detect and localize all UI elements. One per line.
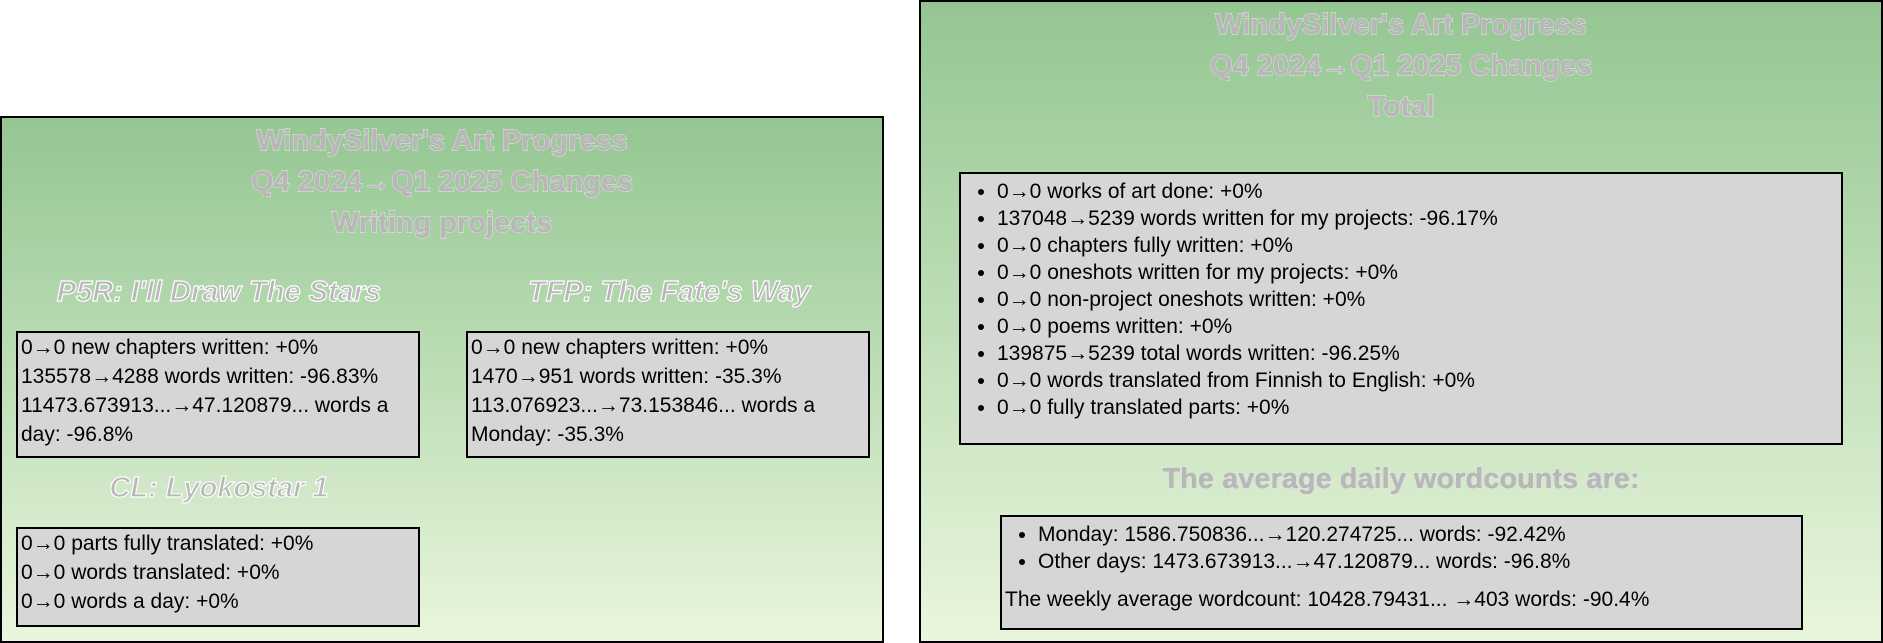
stat-line: 0→0 new chapters written: +0% — [471, 336, 769, 359]
weekly-line: The weekly average wordcount: 10428.7943… — [1005, 588, 1650, 611]
stat-line: 0→0 words a day: +0% — [21, 590, 239, 613]
total-item: 0→0 words translated from Finnish to Eng… — [997, 367, 1841, 394]
total-item: 0→0 chapters fully written: +0% — [997, 232, 1841, 259]
stat-line: 11473.673913...→47.120879... words a day… — [21, 394, 389, 446]
averages-box: Monday: 1586.750836...→120.274725... wor… — [1000, 515, 1803, 630]
stat-line: 135578→4288 words written: -96.83% — [21, 365, 379, 388]
totals-box: 0→0 works of art done: +0%137048→5239 wo… — [959, 172, 1843, 445]
title-line: Total — [1367, 90, 1435, 123]
stat-line: 0→0 words translated: +0% — [21, 561, 280, 584]
stat-line: 1470→951 words written: -35.3% — [471, 365, 782, 388]
right-title: WindySilver's Art Progress Q4 2024→Q1 20… — [921, 5, 1881, 128]
left-title: WindySilver's Art Progress Q4 2024→Q1 20… — [2, 121, 882, 244]
project-heading: P5R: I'll Draw The Stars — [56, 275, 382, 308]
total-item: 139875→5239 total words written: -96.25% — [997, 340, 1841, 367]
title-line: Q4 2024→Q1 2025 Changes — [1209, 49, 1593, 82]
right-panel: WindySilver's Art Progress Q4 2024→Q1 20… — [919, 0, 1883, 643]
title-line: WindySilver's Art Progress — [256, 124, 629, 157]
project-heading: TFP: The Fate's Way — [527, 275, 810, 308]
project-box: 0→0 new chapters written: +0% 135578→4288… — [16, 331, 420, 458]
title-line: WindySilver's Art Progress — [1215, 8, 1588, 41]
project-box: 0→0 parts fully translated: +0% 0→0 words… — [16, 527, 420, 627]
title-line: Writing projects — [331, 206, 553, 239]
average-item: Monday: 1586.750836...→120.274725... wor… — [1038, 521, 1801, 548]
stat-line: 113.076923...→73.153846... words a Monda… — [471, 394, 816, 446]
total-item: 0→0 oneshots written for my projects: +0… — [997, 259, 1841, 286]
project-box: 0→0 new chapters written: +0% 1470→951 wo… — [466, 331, 870, 458]
average-item: Other days: 1473.673913...→47.120879... … — [1038, 548, 1801, 575]
total-item: 0→0 fully translated parts: +0% — [997, 394, 1841, 421]
title-line: Q4 2024→Q1 2025 Changes — [250, 165, 634, 198]
total-item: 0→0 works of art done: +0% — [997, 178, 1841, 205]
averages-list: Monday: 1586.750836...→120.274725... wor… — [1002, 521, 1801, 575]
project-heading: CL: Lyokostar 1 — [109, 471, 329, 504]
average-heading: The average daily wordcounts are: — [1162, 462, 1640, 495]
total-item: 137048→5239 words written for my project… — [997, 205, 1841, 232]
totals-list: 0→0 works of art done: +0%137048→5239 wo… — [961, 178, 1841, 421]
total-item: 0→0 non-project oneshots written: +0% — [997, 286, 1841, 313]
left-panel: WindySilver's Art Progress Q4 2024→Q1 20… — [0, 116, 884, 643]
total-item: 0→0 poems written: +0% — [997, 313, 1841, 340]
stat-line: 0→0 parts fully translated: +0% — [21, 532, 314, 555]
stat-line: 0→0 new chapters written: +0% — [21, 336, 319, 359]
